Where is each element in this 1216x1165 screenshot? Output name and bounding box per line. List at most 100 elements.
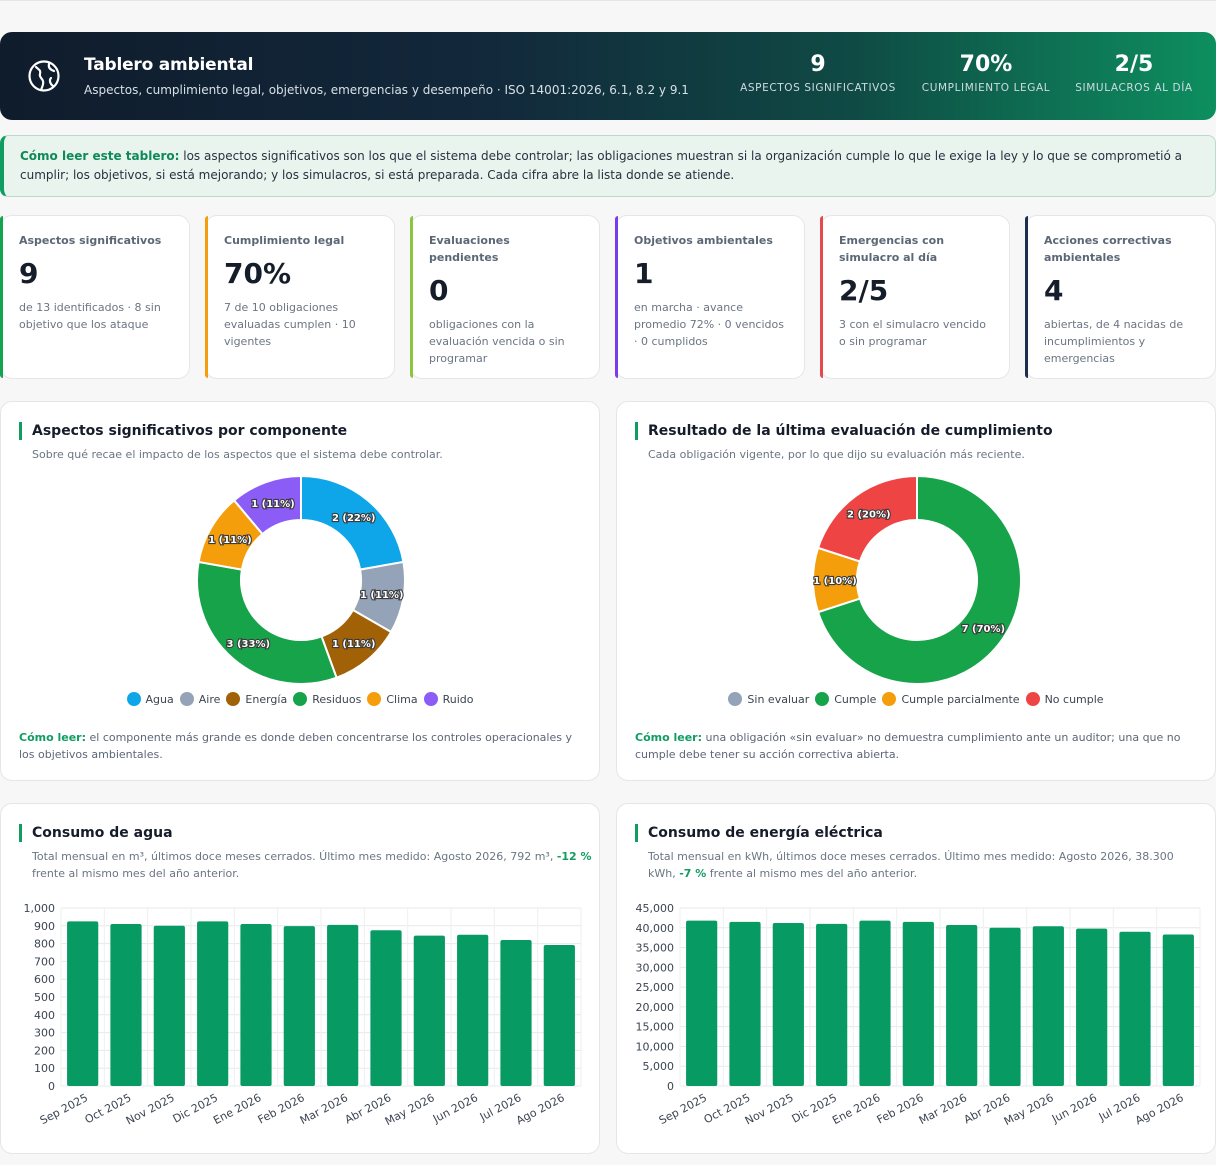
- panel-consumo-agua: Consumo de agua Total mensual en m³, últ…: [0, 803, 600, 1154]
- subtitle-text-end: frente al mismo mes del año anterior.: [32, 867, 240, 880]
- card-description: 3 con el simulacro vencido o sin program…: [839, 318, 986, 348]
- x-tick-label: Ene 2026: [211, 1091, 263, 1127]
- donut-data-label: 1 (10%): [813, 576, 857, 587]
- x-tick-label: Nov 2025: [743, 1091, 796, 1127]
- kpi-label: CUMPLIMIENTO LEGAL: [921, 82, 1051, 94]
- bar-may-2026[interactable]: [413, 935, 445, 1086]
- bar-dic-2025[interactable]: [816, 923, 848, 1086]
- donut-slice-residuos[interactable]: [196, 560, 338, 685]
- donut-slice-no-cumple[interactable]: [816, 474, 918, 563]
- y-tick-label: 15,000: [636, 1021, 675, 1034]
- bar-ago-2026[interactable]: [543, 945, 575, 1086]
- subtitle-text-end: frente al mismo mes del año anterior.: [706, 867, 918, 880]
- bar-sep-2025[interactable]: [686, 920, 718, 1086]
- howto-text: el componente más grande es donde deben …: [19, 731, 572, 761]
- help-note-text: los aspectos significativos son los que …: [20, 149, 1182, 182]
- panel-howto: Cómo leer: una obligación «sin evaluar» …: [635, 729, 1200, 763]
- y-tick-label: 900: [34, 920, 55, 933]
- panel-aspectos-por-componente: Aspectos significativos por componente S…: [0, 401, 600, 781]
- bar-nov-2025[interactable]: [772, 923, 804, 1086]
- legend-item-agua[interactable]: Agua: [126, 692, 174, 706]
- bar-sep-2025[interactable]: [67, 921, 99, 1086]
- kpi-simulacros[interactable]: 2/5 SIMULACROS AL DÍA: [1072, 52, 1196, 94]
- card-description: abiertas, de 4 nacidas de incumplimiento…: [1044, 318, 1184, 365]
- donut-slice-cumple[interactable]: [816, 474, 1022, 685]
- bar-ene-2026[interactable]: [240, 924, 272, 1086]
- y-tick-label: 500: [34, 991, 55, 1004]
- bar-ene-2026[interactable]: [859, 920, 891, 1086]
- bar-jul-2026[interactable]: [1119, 931, 1151, 1086]
- legend-swatch: [293, 692, 308, 706]
- bar-dic-2025[interactable]: [197, 921, 229, 1086]
- x-tick-label: Sep 2025: [38, 1091, 90, 1127]
- card-cumplimiento-legal[interactable]: Cumplimiento legal 70% 7 de 10 obligacio…: [205, 215, 395, 379]
- bar-may-2026[interactable]: [1032, 926, 1064, 1086]
- legend-item-cumple[interactable]: Cumple: [815, 692, 876, 706]
- card-title: Aspectos significativos: [19, 234, 162, 247]
- x-tick-label: May 2026: [1002, 1091, 1056, 1128]
- donut-slice-ruido[interactable]: [232, 474, 302, 536]
- y-tick-label: 20,000: [636, 1001, 675, 1014]
- legend-swatch: [423, 692, 438, 706]
- card-emergencias-simulacro[interactable]: Emergencias con simulacro al día 2/5 3 c…: [820, 215, 1010, 379]
- kpi-label: SIMULACROS AL DÍA: [1075, 82, 1193, 94]
- bar-feb-2026[interactable]: [902, 921, 934, 1086]
- x-tick-label: Jun 2026: [430, 1091, 480, 1126]
- y-tick-label: 400: [34, 1009, 55, 1022]
- card-title: Emergencias con simulacro al día: [839, 234, 945, 264]
- card-objetivos-ambientales[interactable]: Objetivos ambientales 1 en marcha · avan…: [615, 215, 805, 379]
- legend-label: Cumple parcialmente: [901, 692, 1020, 706]
- top-divider: [0, 0, 1216, 1]
- legend-swatch: [728, 692, 743, 706]
- card-evaluaciones-pendientes[interactable]: Evaluaciones pendientes 0 obligaciones c…: [410, 215, 600, 379]
- panel-subtitle: Total mensual en m³, últimos doce meses …: [32, 848, 592, 882]
- legend-item-cumple-parcialmente[interactable]: Cumple parcialmente: [882, 692, 1020, 706]
- donut-slice-agua[interactable]: [300, 474, 405, 571]
- donut-data-label: 1 (11%): [208, 535, 252, 546]
- y-tick-label: 300: [34, 1027, 55, 1040]
- bar-oct-2025[interactable]: [729, 921, 761, 1086]
- donut-data-label: 1 (11%): [251, 499, 295, 510]
- x-tick-label: Ago 2026: [514, 1091, 567, 1127]
- bar-oct-2025[interactable]: [110, 924, 142, 1086]
- legend-item-energía[interactable]: Energía: [226, 692, 287, 706]
- y-tick-label: 30,000: [636, 961, 675, 974]
- x-tick-label: Feb 2026: [256, 1091, 307, 1126]
- kpi-value: 2/5: [1114, 52, 1154, 77]
- legend-item-sin-evaluar[interactable]: Sin evaluar: [728, 692, 809, 706]
- water-bar-chart: 0 100 200 300 400 500 600 700 800 900 1,000 Sep 202…: [24, 902, 582, 1128]
- bar-jun-2026[interactable]: [1076, 928, 1108, 1086]
- panel-subtitle: Sobre qué recae el impacto de los aspect…: [32, 448, 443, 461]
- bar-nov-2025[interactable]: [153, 925, 185, 1086]
- bar-jun-2026[interactable]: [457, 934, 489, 1086]
- panel-howto: Cómo leer: el componente más grande es d…: [19, 729, 579, 763]
- panel-resultado-evaluacion: Resultado de la última evaluación de cum…: [616, 401, 1216, 781]
- card-aspectos-significativos[interactable]: Aspectos significativos 9 de 13 identifi…: [0, 215, 190, 379]
- bar-mar-2026[interactable]: [327, 924, 359, 1086]
- bar-jul-2026[interactable]: [500, 940, 532, 1086]
- y-tick-label: 10,000: [636, 1040, 675, 1053]
- legend-item-residuos[interactable]: Residuos: [293, 692, 361, 706]
- bar-abr-2026[interactable]: [989, 927, 1021, 1086]
- bar-abr-2026[interactable]: [370, 930, 402, 1086]
- legend-item-aire[interactable]: Aire: [179, 692, 220, 706]
- card-description: obligaciones con la evaluación vencida o…: [429, 318, 565, 365]
- card-value: 0: [429, 274, 449, 307]
- legend-item-no-cumple[interactable]: No cumple: [1025, 692, 1104, 706]
- card-acciones-correctivas[interactable]: Acciones correctivas ambientales 4 abier…: [1025, 215, 1216, 379]
- legend-label: No cumple: [1044, 692, 1104, 706]
- kpi-label: ASPECTOS SIGNIFICATIVOS: [740, 82, 896, 94]
- bar-feb-2026[interactable]: [283, 926, 315, 1086]
- y-tick-label: 35,000: [636, 942, 675, 955]
- bar-mar-2026[interactable]: [946, 925, 978, 1086]
- card-description: 7 de 10 obligaciones evaluadas cumplen ·…: [224, 301, 356, 348]
- kpi-cumplimiento[interactable]: 70% CUMPLIMIENTO LEGAL: [918, 52, 1054, 94]
- kpi-aspectos[interactable]: 9 ASPECTOS SIGNIFICATIVOS: [740, 52, 896, 94]
- legend-item-ruido[interactable]: Ruido: [423, 692, 473, 706]
- bar-ago-2026[interactable]: [1162, 934, 1194, 1086]
- x-tick-label: Feb 2026: [875, 1091, 926, 1126]
- y-tick-label: 600: [34, 973, 55, 986]
- panel-subtitle: Cada obligación vigente, por lo que dijo…: [648, 448, 1025, 461]
- y-tick-label: 200: [34, 1044, 55, 1057]
- legend-item-clima[interactable]: Clima: [367, 692, 418, 706]
